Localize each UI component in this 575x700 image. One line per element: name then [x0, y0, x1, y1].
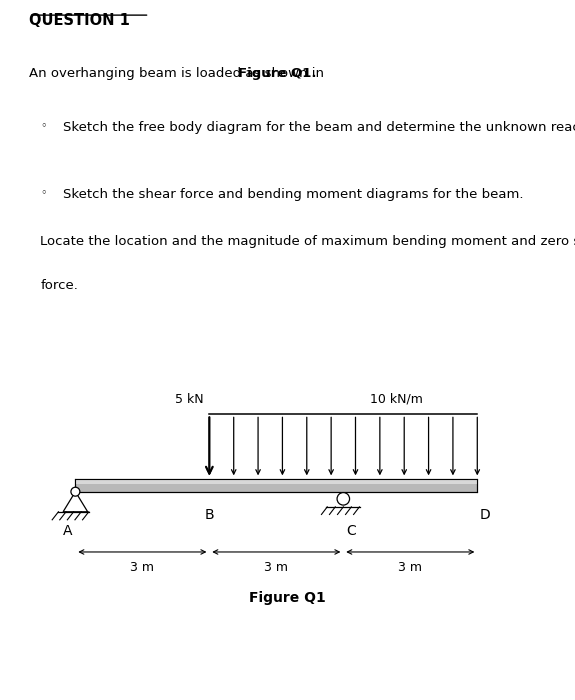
Circle shape [71, 487, 80, 496]
Text: Sketch the shear force and bending moment diagrams for the beam.: Sketch the shear force and bending momen… [63, 188, 524, 201]
Text: 3 m: 3 m [398, 561, 422, 574]
Text: A: A [63, 524, 72, 538]
Text: force.: force. [40, 279, 78, 292]
Text: 10 kN/m: 10 kN/m [370, 393, 423, 405]
Text: QUESTION 1: QUESTION 1 [29, 13, 129, 29]
Text: Sketch the free body diagram for the beam and determine the unknown reactions.: Sketch the free body diagram for the bea… [63, 121, 575, 134]
Polygon shape [75, 480, 477, 484]
Text: C: C [347, 524, 356, 538]
Text: 3 m: 3 m [131, 561, 154, 574]
Text: 5 kN: 5 kN [175, 393, 204, 407]
Text: Figure Q1: Figure Q1 [249, 591, 326, 605]
Text: 3 m: 3 m [264, 561, 288, 574]
Text: D: D [480, 508, 490, 522]
Text: Figure Q1.: Figure Q1. [237, 67, 316, 80]
Text: Locate the location and the magnitude of maximum bending moment and zero shear: Locate the location and the magnitude of… [40, 235, 575, 248]
Polygon shape [63, 491, 87, 512]
Text: B: B [205, 508, 214, 522]
Circle shape [337, 493, 350, 505]
Text: ◦: ◦ [40, 188, 47, 198]
Text: An overhanging beam is loaded as shown in: An overhanging beam is loaded as shown i… [29, 67, 328, 80]
Text: ◦: ◦ [40, 121, 47, 131]
Polygon shape [75, 480, 477, 491]
